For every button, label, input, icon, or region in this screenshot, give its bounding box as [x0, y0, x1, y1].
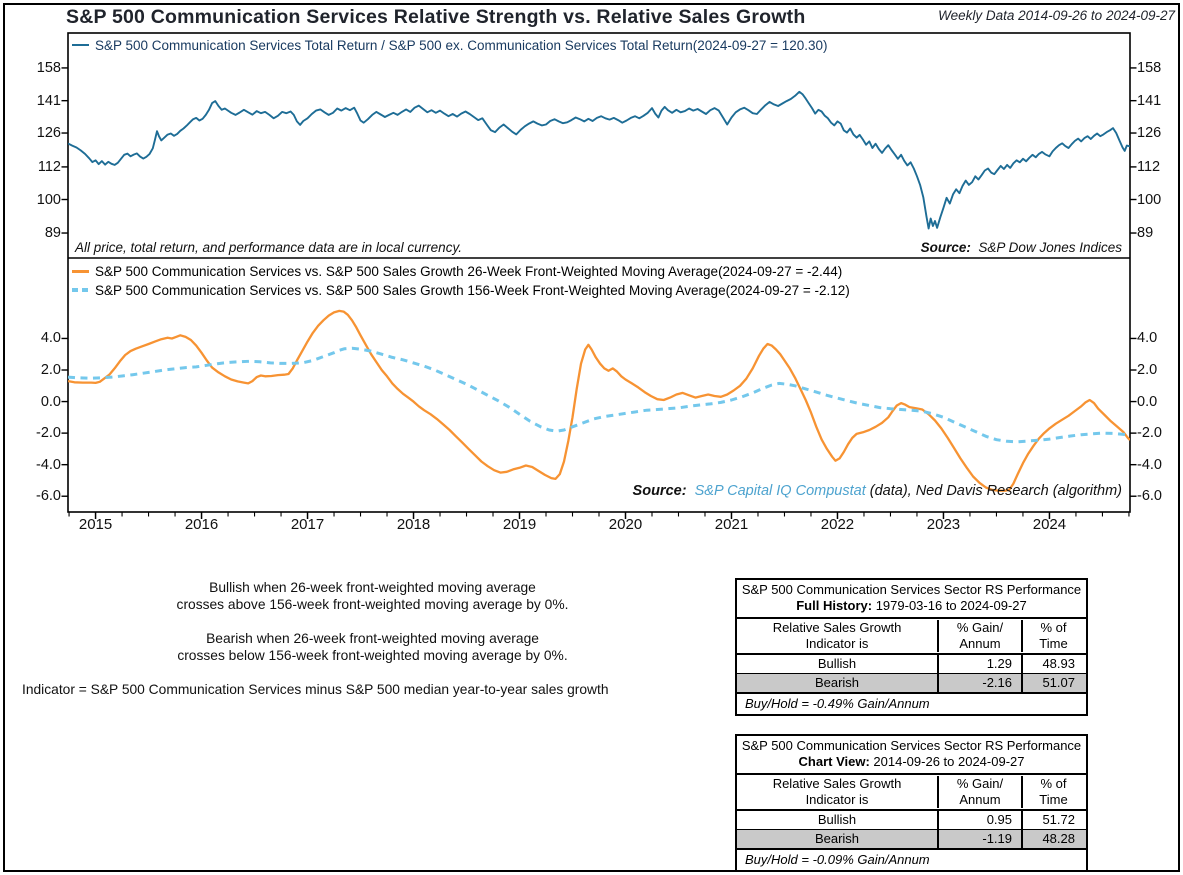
table-period-label: Full History:: [796, 598, 873, 613]
y-tick-label: 141: [1137, 92, 1162, 109]
y-tick-label: 4.0: [40, 330, 61, 347]
col-header-gain: % Gain/: [956, 620, 1004, 635]
y-tick-label: -4.0: [1137, 456, 1162, 473]
table-title: S&P 500 Communication Services Sector RS…: [741, 582, 1082, 597]
source-top-value: S&P Dow Jones Indices: [978, 240, 1122, 255]
legend-ma26-label: S&P 500 Communication Services vs. S&P 5…: [95, 263, 843, 279]
y-tick-label: -2.0: [1137, 425, 1162, 442]
currency-note: All price, total return, and performance…: [75, 240, 462, 255]
y-tick-label: 0.0: [1137, 393, 1158, 410]
table-footer-buyhold: Buy/Hold = -0.49% Gain/Annum: [745, 696, 930, 711]
table-header-row: Relative Sales Growth Indicator is % Gain…: [737, 775, 1086, 811]
table-period-label: Chart View:: [798, 754, 870, 769]
x-tick-label: 2024: [1032, 516, 1067, 533]
x-tick-label: 2018: [396, 516, 431, 533]
bearish-rule-line2: crosses below 156-week front-weighted mo…: [177, 648, 568, 663]
x-tick-label: 2020: [608, 516, 643, 533]
y-tick-label: 2.0: [40, 362, 61, 378]
y-tick-label: -6.0: [1137, 488, 1162, 505]
line-swatch-ma156-icon: [72, 288, 89, 292]
x-tick-label: 2023: [926, 516, 961, 533]
table-row-bearish: Bearish -1.19 48.28: [737, 830, 1086, 850]
y-tick-label: -2.0: [36, 425, 61, 442]
legend-ma156: S&P 500 Communication Services vs. S&P 5…: [72, 281, 850, 299]
col-header-gain: % Gain/: [956, 776, 1004, 791]
signal-rules-note: Bullish when 26-week front-weighted movi…: [30, 579, 715, 664]
x-tick-label: 2015: [78, 516, 113, 533]
page-title: S&P 500 Communication Services Relative …: [66, 6, 806, 28]
y-tick-label: 2.0: [1137, 362, 1158, 378]
source-bottom-rest: (data), Ned Davis Research (algorithm): [869, 483, 1122, 499]
col-header-time: % of: [1040, 620, 1067, 635]
bearish-rule-line1: Bearish when 26-week front-weighted movi…: [206, 631, 539, 646]
source-top: Source: S&P Dow Jones Indices: [921, 240, 1122, 255]
y-tick-label: 141: [36, 92, 61, 109]
bullish-rule-line2: crosses above 156-week front-weighted mo…: [176, 597, 569, 612]
performance-table-chart-view: S&P 500 Communication Services Sector RS…: [735, 734, 1088, 872]
table-title-block: S&P 500 Communication Services Sector RS…: [737, 736, 1086, 775]
table-title: S&P 500 Communication Services Sector RS…: [741, 738, 1082, 753]
source-bottom: Source: S&P Capital IQ Compustat (data),…: [633, 483, 1122, 499]
table-row-bullish: Bullish 0.95 51.72: [737, 811, 1086, 830]
table-title-block: S&P 500 Communication Services Sector RS…: [737, 580, 1086, 619]
y-tick-label: 100: [36, 191, 61, 208]
y-tick-label: 0.0: [40, 393, 61, 410]
x-tick-label: 2022: [820, 516, 855, 533]
line-swatch-total-return-icon: [72, 43, 89, 47]
legend-ma156-label: S&P 500 Communication Services vs. S&P 5…: [95, 282, 850, 298]
date-range-note: Weekly Data 2014-09-26 to 2024-09-27: [938, 8, 1175, 23]
legend-total-return-label: S&P 500 Communication Services Total Ret…: [95, 37, 828, 53]
y-tick-label: -4.0: [36, 456, 61, 473]
x-tick-label: 2017: [290, 516, 325, 533]
col-header-indicator: Relative Sales Growth: [772, 620, 902, 635]
performance-table-full-history: S&P 500 Communication Services Sector RS…: [735, 578, 1088, 716]
table-row-bearish: Bearish -2.16 51.07: [737, 674, 1086, 694]
source-bottom-label: Source:: [632, 483, 687, 499]
bullish-rule-line1: Bullish when 26-week front-weighted movi…: [209, 580, 536, 595]
table-row-bullish: Bullish 1.29 48.93: [737, 655, 1086, 674]
x-tick-label: 2021: [714, 516, 749, 533]
y-tick-label: 158: [36, 59, 61, 76]
y-tick-label: 100: [1137, 191, 1162, 208]
y-tick-label: 112: [1137, 158, 1161, 175]
line-swatch-ma26-icon: [72, 269, 89, 273]
legend-ma26: S&P 500 Communication Services vs. S&P 5…: [72, 262, 842, 280]
source-top-label: Source:: [920, 240, 971, 255]
y-tick-label: -6.0: [36, 488, 61, 505]
y-tick-label: 126: [36, 125, 61, 142]
indicator-definition: Indicator = S&P 500 Communication Servic…: [22, 682, 609, 697]
col-header-time: % of: [1040, 776, 1067, 791]
y-tick-label: 89: [44, 225, 61, 242]
x-tick-label: 2019: [502, 516, 537, 533]
table-header-row: Relative Sales Growth Indicator is % Gain…: [737, 619, 1086, 655]
x-tick-label: 2016: [184, 516, 219, 533]
y-tick-label: 112: [37, 158, 61, 175]
table-period-value: 2014-09-26 to 2024-09-27: [873, 754, 1025, 769]
source-bottom-data-vendor: S&P Capital IQ Compustat: [694, 483, 866, 499]
y-tick-label: 89: [1137, 225, 1154, 242]
col-header-indicator: Relative Sales Growth: [772, 776, 902, 791]
y-tick-label: 126: [1137, 125, 1162, 142]
table-footer-buyhold: Buy/Hold = -0.09% Gain/Annum: [745, 852, 930, 867]
table-period-value: 1979-03-16 to 2024-09-27: [875, 598, 1027, 613]
legend-total-return: S&P 500 Communication Services Total Ret…: [72, 36, 828, 54]
y-tick-label: 158: [1137, 59, 1162, 76]
y-tick-label: 4.0: [1137, 330, 1158, 347]
